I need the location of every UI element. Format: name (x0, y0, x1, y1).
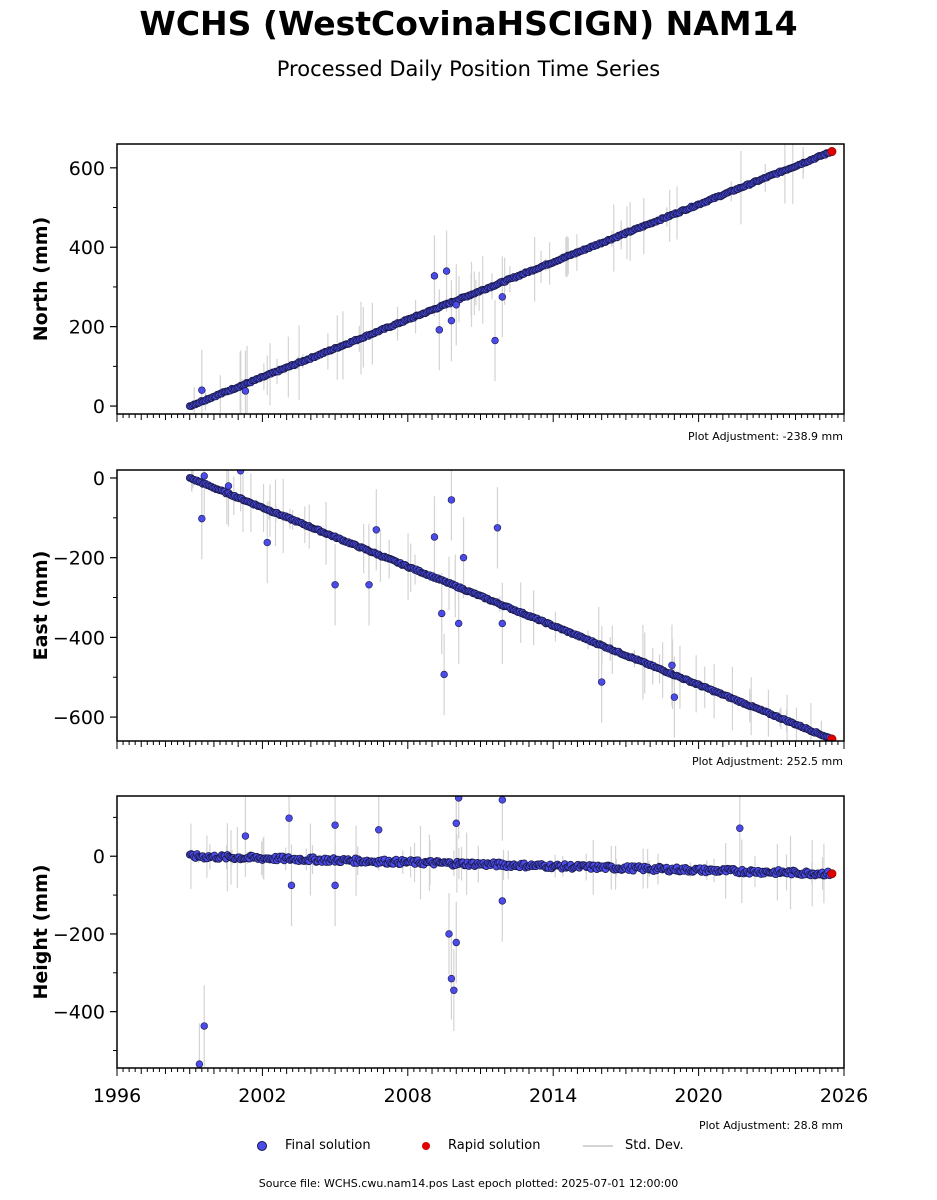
east-plot-adjustment: Plot Adjustment: 252.5 mm (691, 755, 843, 768)
final-solution-point (372, 526, 380, 534)
y-tick-label: 0 (93, 468, 105, 490)
plot-frame (116, 143, 845, 415)
plot-area (185, 470, 837, 741)
final-solution-point (241, 832, 250, 840)
final-solution-point (454, 796, 463, 802)
final-solution-point (287, 881, 296, 890)
y-tick-label: −400 (53, 627, 105, 649)
final-solution-point (447, 974, 456, 983)
source-note: Source file: WCHS.cwu.nam14.pos Last epo… (258, 1177, 679, 1190)
y-axis-label: Height (mm) (30, 864, 52, 999)
plot-area (185, 144, 837, 414)
y-tick-label: 600 (69, 158, 105, 180)
final-solution-point (459, 553, 468, 562)
final-solution-point (440, 670, 448, 679)
y-tick-label: 200 (69, 317, 105, 339)
y-tick-label: −600 (53, 707, 105, 729)
final-solution-point (498, 619, 507, 628)
plot-panel-1: 0 −200 −400 −600 East (mm) (30, 468, 845, 749)
final-solution-point (435, 326, 444, 334)
final-solution-point (670, 693, 679, 701)
final-solution-marker (257, 1140, 267, 1151)
final-solution-point (285, 814, 293, 822)
plot-area (185, 796, 837, 1068)
final-solution-point (198, 514, 206, 523)
legend-label: Rapid solution (448, 1138, 541, 1153)
final-solution-point (668, 661, 676, 669)
final-solution-point (331, 881, 339, 890)
north-plot-adjustment: Plot Adjustment: -238.9 mm (688, 430, 843, 443)
final-solution-point (263, 538, 271, 547)
rapid-solution-point (827, 147, 837, 157)
plot-panel-2: 0 −200 −400 1996 2002 2008 2014 2020 2026 Height … (30, 795, 868, 1107)
final-solution-point (447, 496, 456, 504)
x-tick-label: 2026 (820, 1085, 868, 1107)
final-solution-point (195, 1060, 204, 1068)
plot-panel-0: 0 200 400 600 North (mm) (30, 143, 845, 422)
x-tick-label: 1996 (93, 1085, 141, 1107)
final-solution-point (241, 387, 250, 395)
legend-final-solution: Final solution (257, 1138, 371, 1153)
y-tick-label: −400 (53, 1002, 105, 1024)
final-solution-point (200, 472, 208, 480)
y-tick-label: −200 (53, 924, 105, 946)
y-tick-label: 0 (93, 846, 105, 868)
final-solution-point (445, 930, 453, 938)
final-solution-point (736, 824, 744, 832)
final-solution-point (236, 470, 245, 475)
final-solution-point (331, 821, 339, 829)
final-solution-point (365, 581, 373, 589)
std-dev-line-marker (583, 1144, 613, 1147)
final-solution-point (454, 619, 463, 628)
final-solution-point (430, 533, 439, 541)
final-solution-point (447, 316, 456, 325)
y-axis-label: East (mm) (30, 551, 52, 661)
final-solution-point (198, 386, 206, 394)
final-solution-point (430, 272, 439, 280)
y-tick-label: −200 (53, 548, 105, 570)
chart-title: WCHS (WestCovinaHSCIGN) NAM14 (139, 4, 798, 43)
rapid-solution-point (827, 734, 837, 741)
legend-label: Final solution (285, 1138, 371, 1153)
height-plot-adjustment: Plot Adjustment: 28.8 mm (698, 1119, 843, 1132)
legend-label: Std. Dev. (625, 1138, 684, 1153)
final-solution-point (498, 293, 507, 301)
x-tick-label: 2014 (529, 1085, 577, 1107)
legend: Final solution Rapid solution Std. Dev. (0, 1138, 937, 1158)
final-solution-point (498, 897, 507, 905)
x-tick-label: 2020 (674, 1085, 722, 1107)
y-axis-label: North (mm) (30, 217, 52, 342)
final-solution-point (438, 609, 446, 618)
final-solution-point (452, 301, 460, 309)
final-solution-point (498, 796, 507, 804)
legend-rapid-solution: Rapid solution (422, 1138, 540, 1153)
final-solution-point (224, 482, 233, 490)
final-solution-point (200, 1022, 208, 1030)
final-solution-point (450, 986, 458, 994)
final-solution-point (491, 336, 499, 345)
final-solution-point (452, 819, 460, 827)
y-tick-label: 400 (69, 237, 105, 259)
legend-std-dev: Std. Dev. (583, 1138, 684, 1153)
final-solution-point (331, 581, 339, 589)
x-tick-label: 2002 (238, 1085, 286, 1107)
y-tick-label: 0 (93, 396, 105, 418)
final-solution-point (452, 938, 460, 947)
final-solution-point (375, 826, 383, 834)
x-tick-label: 2008 (384, 1085, 432, 1107)
chart-subtitle: Processed Daily Position Time Series (276, 57, 661, 81)
plot-frame (116, 795, 845, 1069)
final-solution-point (493, 524, 502, 532)
final-solution-point (442, 267, 451, 275)
rapid-solution-point (827, 869, 837, 879)
rapid-solution-marker (422, 1141, 430, 1150)
final-solution-point (597, 678, 606, 686)
